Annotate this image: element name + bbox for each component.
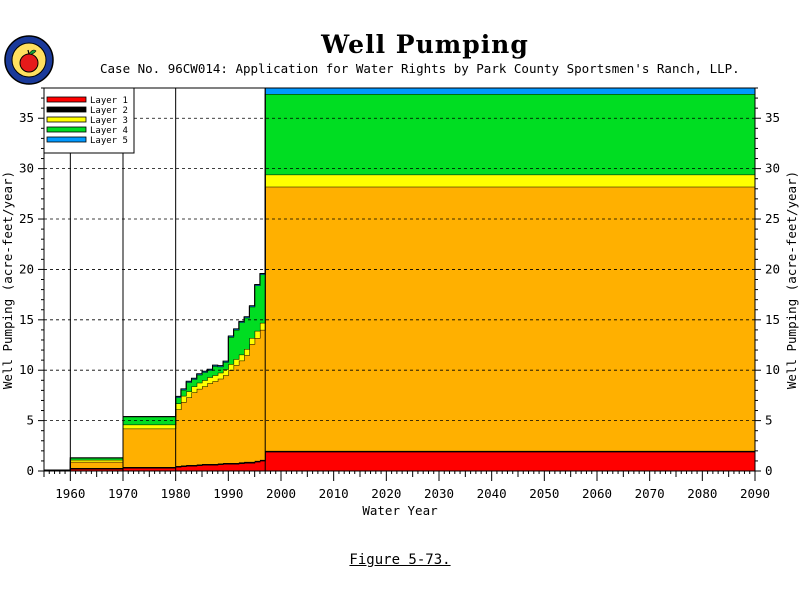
x-tick-label: 2050	[529, 486, 559, 501]
x-tick-label: 1960	[55, 486, 85, 501]
series-area-1	[44, 451, 755, 471]
y-tick-label-left: 0	[26, 463, 34, 478]
y-tick-label-left: 20	[19, 261, 34, 276]
legend-label: Layer 3	[90, 116, 128, 126]
series-outline-6	[44, 87, 755, 471]
x-tick-label: 2090	[740, 486, 770, 501]
x-axis: 1960 1970 1980 1990 2000 2010 2020 2030 2040 2050…	[43, 471, 770, 501]
legend-swatch	[46, 106, 87, 113]
chart-subtitle: Case No. 96CW014: Application for Water …	[100, 61, 740, 76]
legend-label: Layer 1	[90, 96, 128, 106]
stacked-areas	[44, 87, 755, 471]
y-axis-label-left: Well Pumping (acre-feet/year)	[0, 171, 15, 389]
legend-swatch	[46, 136, 87, 143]
y-axis-label-right: Well Pumping (acre-feet/year)	[784, 171, 799, 389]
y-tick-label-right: 15	[765, 312, 780, 327]
legend-swatch	[46, 116, 87, 123]
legend-label: Layer 5	[90, 136, 128, 146]
y-tick-label-left: 10	[19, 362, 34, 377]
y-tick-label-left: 30	[19, 161, 34, 176]
y-tick-label-right: 30	[765, 161, 780, 176]
y-tick-label-right: 10	[765, 362, 780, 377]
x-tick-label: 2070	[635, 486, 665, 501]
legend-label: Layer 4	[90, 126, 128, 136]
y-axis-right: 0 5 10 15 20 25 30 35	[755, 87, 780, 478]
y-axis-left: 0 5 10 15 20 25 30 35	[19, 87, 44, 478]
apple-stem-icon	[27, 49, 30, 55]
y-tick-label-right: 0	[765, 463, 773, 478]
x-tick-label: 2080	[687, 486, 717, 501]
x-tick-label: 2030	[424, 486, 454, 501]
x-tick-label: 2020	[371, 486, 401, 501]
x-tick-label: 1990	[213, 486, 243, 501]
legend-swatch	[46, 126, 87, 133]
y-tick-label-left: 5	[26, 413, 34, 428]
series-area-5	[44, 94, 755, 470]
y-tick-label-right: 20	[765, 261, 780, 276]
gridlines	[44, 117, 755, 422]
apple-seal-logo	[4, 35, 54, 85]
figure-caption-text: Figure 5-73.	[349, 552, 451, 568]
legend-swatch	[46, 96, 87, 103]
apple-leaf-icon	[28, 49, 37, 55]
x-tick-label: 1970	[108, 486, 138, 501]
y-tick-label-left: 35	[19, 110, 34, 125]
x-tick-label: 2010	[319, 486, 349, 501]
x-tick-label: 2060	[582, 486, 612, 501]
legend-label: Layer 2	[90, 106, 128, 116]
y-tick-label-left: 15	[19, 312, 34, 327]
figure-caption: Figure 5-73.	[0, 552, 800, 568]
x-tick-label: 2040	[477, 486, 507, 501]
x-axis-label: Water Year	[362, 503, 438, 518]
x-tick-label: 2000	[266, 486, 296, 501]
y-tick-label-left: 25	[19, 211, 34, 226]
series-area-3	[44, 186, 755, 470]
chart-title: Well Pumping	[321, 30, 529, 59]
y-tick-label-right: 35	[765, 110, 780, 125]
y-tick-label-right: 5	[765, 413, 773, 428]
x-tick-label: 1980	[161, 486, 191, 501]
y-tick-label-right: 25	[765, 211, 780, 226]
